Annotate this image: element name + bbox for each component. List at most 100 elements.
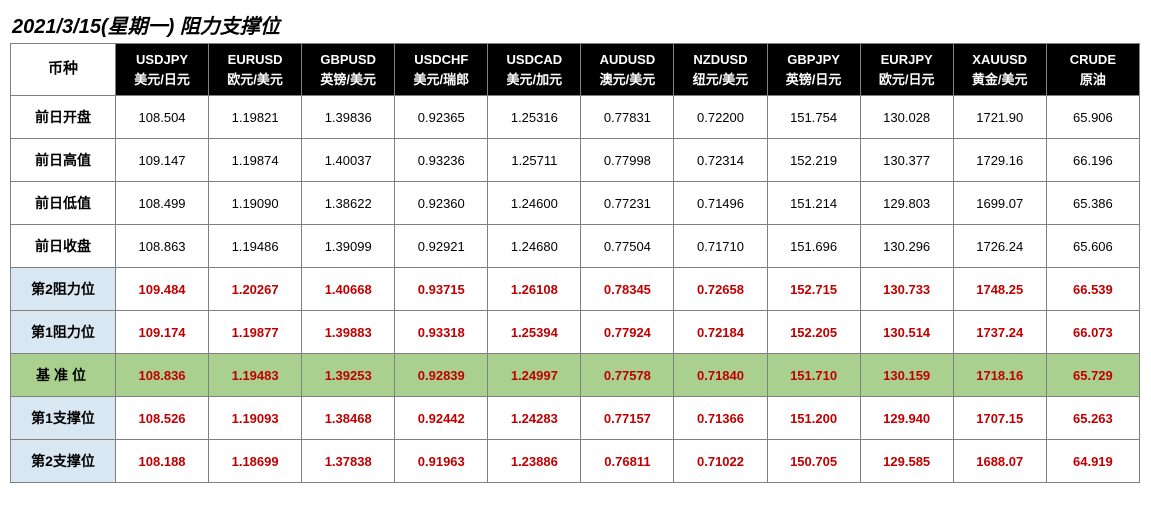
row-name: 第2支撑位 [11,440,116,483]
cell-value: 65.263 [1046,397,1139,440]
row-name: 前日开盘 [11,96,116,139]
column-header: GBPUSD英镑/美元 [302,44,395,96]
cell-value: 130.733 [860,268,953,311]
cell-value: 1.25394 [488,311,581,354]
column-label: 美元/日元 [118,70,206,90]
cell-value: 1.24600 [488,182,581,225]
row-name: 前日收盘 [11,225,116,268]
cell-value: 152.715 [767,268,860,311]
cell-value: 130.377 [860,139,953,182]
cell-value: 1.38468 [302,397,395,440]
column-label: 原油 [1049,70,1137,90]
row-name: 第1支撑位 [11,397,116,440]
cell-value: 64.919 [1046,440,1139,483]
row-name: 基准位 [11,354,116,397]
cell-value: 1.38622 [302,182,395,225]
cell-value: 1.24680 [488,225,581,268]
cell-value: 1.19093 [209,397,302,440]
cell-value: 0.92442 [395,397,488,440]
cell-value: 1721.90 [953,96,1046,139]
table-row: 第1阻力位109.1741.198771.398830.933181.25394… [11,311,1140,354]
cell-value: 151.710 [767,354,860,397]
table-row: 第1支撑位108.5261.190931.384680.924421.24283… [11,397,1140,440]
cell-value: 1.39836 [302,96,395,139]
cell-value: 1.26108 [488,268,581,311]
cell-value: 66.196 [1046,139,1139,182]
cell-value: 129.585 [860,440,953,483]
cell-value: 65.729 [1046,354,1139,397]
cell-value: 0.72200 [674,96,767,139]
column-symbol: USDJPY [118,50,206,70]
column-header: NZDUSD纽元/美元 [674,44,767,96]
cell-value: 109.484 [116,268,209,311]
column-symbol: AUDUSD [583,50,671,70]
cell-value: 1.25316 [488,96,581,139]
cell-value: 1.19486 [209,225,302,268]
cell-value: 1729.16 [953,139,1046,182]
cell-value: 152.219 [767,139,860,182]
cell-value: 1.24997 [488,354,581,397]
cell-value: 0.93236 [395,139,488,182]
cell-value: 108.504 [116,96,209,139]
table-body: 前日开盘108.5041.198211.398360.923651.253160… [11,96,1140,483]
cell-value: 108.526 [116,397,209,440]
cell-value: 0.77831 [581,96,674,139]
cell-value: 1707.15 [953,397,1046,440]
cell-value: 0.71496 [674,182,767,225]
cell-value: 1.19821 [209,96,302,139]
cell-value: 1718.16 [953,354,1046,397]
row-name: 第1阻力位 [11,311,116,354]
column-label: 纽元/美元 [676,70,764,90]
column-header: USDJPY美元/日元 [116,44,209,96]
cell-value: 0.92360 [395,182,488,225]
cell-value: 151.696 [767,225,860,268]
column-header: USDCAD美元/加元 [488,44,581,96]
column-symbol: USDCAD [490,50,578,70]
cell-value: 0.76811 [581,440,674,483]
cell-value: 1.19090 [209,182,302,225]
row-name: 前日低值 [11,182,116,225]
table-row: 前日开盘108.5041.198211.398360.923651.253160… [11,96,1140,139]
cell-value: 0.92365 [395,96,488,139]
column-symbol: GBPUSD [304,50,392,70]
cell-value: 1.19483 [209,354,302,397]
cell-value: 0.77504 [581,225,674,268]
cell-value: 0.92921 [395,225,488,268]
column-header: XAUUSD黄金/美元 [953,44,1046,96]
cell-value: 1.39253 [302,354,395,397]
cell-value: 108.836 [116,354,209,397]
cell-value: 129.940 [860,397,953,440]
table-header: 币种USDJPY美元/日元EURUSD欧元/美元GBPUSD英镑/美元USDCH… [11,44,1140,96]
cell-value: 108.863 [116,225,209,268]
cell-value: 1.18699 [209,440,302,483]
table-row: 第2支撑位108.1881.186991.378380.919631.23886… [11,440,1140,483]
cell-value: 65.906 [1046,96,1139,139]
cell-value: 1.25711 [488,139,581,182]
column-header: AUDUSD澳元/美元 [581,44,674,96]
cell-value: 109.174 [116,311,209,354]
cell-value: 0.77578 [581,354,674,397]
cell-value: 1748.25 [953,268,1046,311]
column-header-rowname: 币种 [11,44,116,96]
cell-value: 109.147 [116,139,209,182]
column-header: USDCHF美元/瑞郎 [395,44,488,96]
column-symbol: XAUUSD [956,50,1044,70]
cell-value: 1.19877 [209,311,302,354]
cell-value: 130.159 [860,354,953,397]
cell-value: 1.39099 [302,225,395,268]
cell-value: 0.77157 [581,397,674,440]
cell-value: 1.40668 [302,268,395,311]
column-label: 欧元/日元 [863,70,951,90]
cell-value: 151.200 [767,397,860,440]
cell-value: 0.77231 [581,182,674,225]
table-row: 前日低值108.4991.190901.386220.923601.246000… [11,182,1140,225]
cell-value: 0.71022 [674,440,767,483]
table-row: 第2阻力位109.4841.202671.406680.937151.26108… [11,268,1140,311]
cell-value: 0.91963 [395,440,488,483]
column-symbol: EURUSD [211,50,299,70]
table-row: 前日高值109.1471.198741.400370.932361.257110… [11,139,1140,182]
cell-value: 1.19874 [209,139,302,182]
cell-value: 1726.24 [953,225,1046,268]
table-row: 前日收盘108.8631.194861.390990.929211.246800… [11,225,1140,268]
cell-value: 0.77998 [581,139,674,182]
